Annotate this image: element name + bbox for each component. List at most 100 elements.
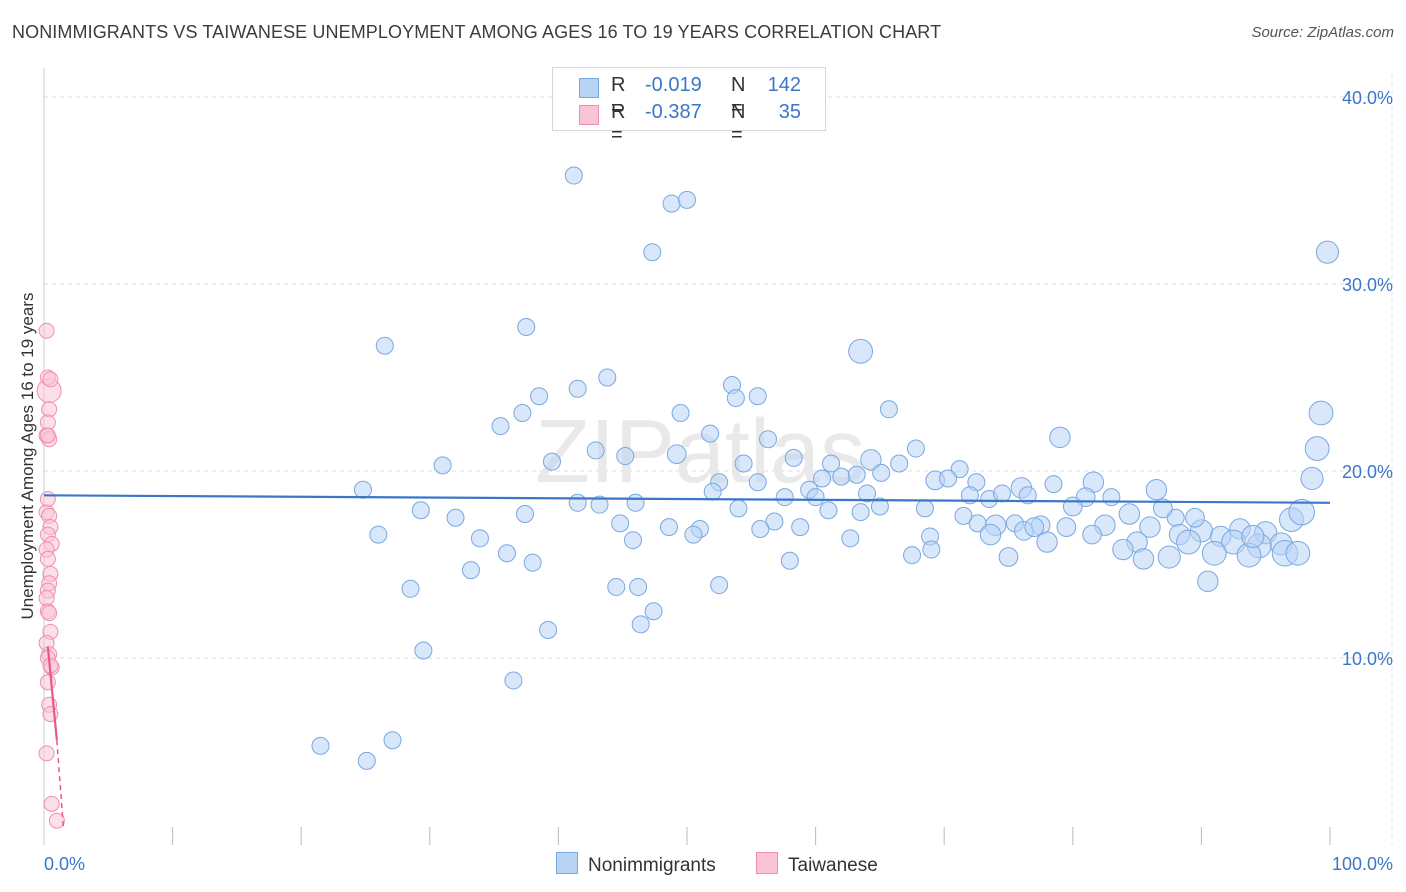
nonimmigrants-point	[504, 671, 523, 690]
nonimmigrants-point	[906, 439, 925, 458]
nonimmigrants-point	[662, 194, 681, 213]
legend-n-label: N =	[731, 101, 746, 146]
nonimmigrants-point	[539, 620, 558, 639]
nonimmigrants-point	[858, 484, 877, 503]
nonimmigrants-point	[1185, 507, 1205, 528]
nonimmigrants-point	[311, 736, 330, 755]
nonimmigrants-point	[780, 551, 799, 570]
nonimmigrants-point	[568, 493, 587, 512]
nonimmigrants-point	[822, 454, 841, 473]
nonimmigrants-point	[726, 389, 745, 408]
nonimmigrants-point	[710, 576, 729, 595]
legend-r-label: R =	[611, 74, 626, 119]
nonimmigrants-point	[1036, 531, 1058, 553]
nonimmigrants-point	[1197, 570, 1219, 593]
nonimmigrants-point	[870, 497, 889, 516]
bottom-legend-label: Taiwanese	[788, 855, 878, 876]
nonimmigrants-point	[611, 514, 630, 533]
nonimmigrants-point	[513, 404, 532, 423]
nonimmigrants-point	[872, 463, 891, 482]
taiwanese-point	[39, 674, 56, 691]
nonimmigrants-point	[832, 467, 851, 486]
nonimmigrants-point	[491, 417, 510, 436]
y-tick-label: 10.0%	[1342, 649, 1393, 669]
nonimmigrants-point	[791, 518, 810, 537]
nonimmigrants-point	[523, 553, 542, 572]
legend-swatch-blue	[579, 78, 599, 98]
nonimmigrants-point	[515, 505, 534, 524]
taiwanese-point	[38, 745, 55, 762]
nonimmigrants-point	[446, 508, 465, 527]
nonimmigrants-point	[1062, 496, 1083, 517]
nonimmigrants-point	[401, 579, 420, 598]
nonimmigrants-point	[517, 318, 536, 337]
nonimmigrants-point	[993, 484, 1012, 503]
nonimmigrants-point	[353, 480, 372, 499]
nonimmigrants-point	[643, 243, 662, 262]
taiwanese-point	[42, 371, 59, 388]
taiwanese-point	[39, 550, 56, 567]
nonimmigrants-point	[678, 190, 696, 209]
tick-labels: 10.0% 20.0% 30.0% 40.0% 0.0% 100.0%	[44, 88, 1393, 874]
trend-lines	[43, 494, 1331, 827]
nonimmigrants-point	[860, 449, 882, 471]
source-label: Source: ZipAtlas.com	[1251, 24, 1394, 41]
nonimmigrants-point	[1082, 524, 1102, 545]
legend-n-value: 35	[778, 101, 801, 123]
nonimmigrants-point	[414, 641, 433, 660]
nonimmigrants-point	[564, 166, 583, 185]
nonimmigrants-point	[1201, 540, 1227, 566]
nonimmigrants-point	[626, 493, 645, 512]
nonimmigrants-point	[629, 577, 648, 596]
legend-n-value: 142	[767, 74, 801, 96]
bottom-legend-taiwanese: Taiwanese	[756, 852, 878, 877]
nonimmigrants-point	[1024, 517, 1045, 537]
nonimmigrants-point	[1049, 426, 1071, 449]
legend-swatch-pink	[579, 105, 599, 125]
nonimmigrants-point	[623, 531, 642, 550]
nonimmigrants-point	[586, 441, 605, 460]
nonimmigrants-point	[568, 379, 587, 398]
nonimmigrants-point	[998, 547, 1019, 567]
nonimmigrants-point	[530, 387, 549, 406]
nonimmigrants-point	[1056, 517, 1077, 537]
nonimmigrants-point	[1044, 475, 1063, 494]
nonimmigrants-point	[784, 448, 803, 467]
nonimmigrants-point	[939, 469, 958, 488]
chart-title: NONIMMIGRANTS VS TAIWANESE UNEMPLOYMENT …	[12, 22, 942, 42]
nonimmigrants-point	[1145, 479, 1168, 501]
nonimmigrants-point	[954, 506, 973, 525]
nonimmigrants-point	[1241, 524, 1265, 549]
nonimmigrants-point	[684, 525, 703, 544]
nonimmigrants-point	[813, 469, 832, 488]
x-tick-label: 0.0%	[44, 854, 85, 874]
nonimmigrants-point	[497, 544, 516, 563]
nonimmigrants-point	[659, 518, 678, 537]
nonimmigrants-point	[903, 546, 922, 565]
nonimmigrants-point	[851, 503, 870, 522]
nonimmigrants-point	[703, 482, 722, 501]
nonimmigrants-point	[890, 454, 909, 473]
nonimmigrants-point	[1132, 548, 1155, 570]
nonimmigrants-point	[1308, 400, 1334, 426]
x-tick-label: 100.0%	[1332, 854, 1393, 874]
taiwanese-point	[38, 322, 55, 339]
nonimmigrants-point	[411, 501, 430, 520]
taiwanese-trend-line	[46, 646, 58, 741]
nonimmigrants-point	[590, 495, 609, 514]
nonimmigrants-point	[666, 444, 687, 465]
nonimmigrants-point	[598, 368, 617, 387]
nonimmigrants-point	[922, 540, 941, 559]
nonimmigrants-point	[960, 486, 979, 505]
bottom-legend-label: Nonimmigrants	[588, 855, 716, 876]
nonimmigrants-trend-line	[43, 494, 1331, 504]
y-tick-label: 40.0%	[1342, 88, 1393, 108]
nonimmigrants-point	[1288, 498, 1315, 526]
nonimmigrants-point	[819, 501, 838, 520]
taiwanese-point	[39, 491, 56, 508]
nonimmigrants-point	[607, 577, 626, 596]
correlation-legend: R = -0.019 N = 142 R = -0.387 N = 35	[552, 67, 826, 146]
nonimmigrants-point	[1176, 529, 1201, 555]
bottom-legend-swatch-blue	[556, 852, 578, 874]
nonimmigrants-points	[311, 166, 1339, 770]
